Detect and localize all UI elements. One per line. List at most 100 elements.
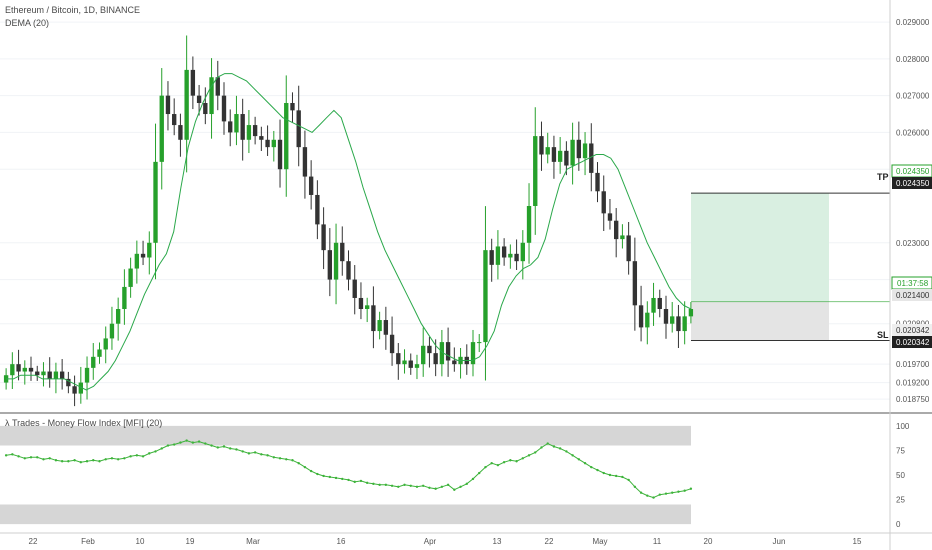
time-tick-label: Feb — [81, 537, 95, 546]
time-tick-label: Jun — [773, 537, 786, 546]
mfi-point — [48, 457, 51, 460]
mfi-point — [434, 487, 437, 490]
candle-body — [663, 309, 669, 324]
candle-body — [333, 242, 339, 280]
candle-body — [122, 286, 127, 309]
candle-body — [433, 353, 438, 365]
mfi-point — [216, 446, 219, 449]
mfi-point — [172, 443, 176, 446]
price-tick-label: 0.028000 — [896, 55, 930, 64]
candle-body — [66, 378, 71, 387]
mfi-point — [166, 444, 170, 447]
mfi-point — [397, 485, 400, 488]
candle-body — [520, 242, 525, 262]
candle-body — [557, 150, 563, 162]
mfi-bands — [0, 425, 691, 525]
candle-body — [358, 297, 364, 309]
mfi-point — [98, 460, 101, 463]
candle-body — [165, 95, 171, 115]
sl-label: SL — [877, 330, 889, 340]
candle-body — [670, 316, 675, 324]
mfi-point — [60, 460, 64, 463]
mfi-point — [652, 496, 655, 499]
mfi-point — [154, 450, 157, 453]
candle-body — [495, 246, 501, 265]
mfi-point — [658, 493, 661, 496]
candle-body — [545, 147, 550, 155]
candle-body — [539, 136, 544, 155]
candle-body — [35, 371, 40, 376]
mfi-point — [272, 456, 275, 459]
mfi-point — [353, 480, 356, 484]
candle-body — [601, 191, 606, 214]
candle-body — [178, 125, 183, 140]
mfi-point — [359, 479, 363, 483]
candle-body — [128, 268, 133, 287]
mfi-point — [671, 491, 674, 494]
candle-body — [41, 371, 46, 376]
candle-body — [632, 261, 638, 306]
mfi-point — [546, 442, 549, 445]
mfi-point — [390, 484, 394, 488]
mfi-point — [54, 459, 58, 462]
mfi-point — [639, 491, 643, 494]
candle-body — [570, 139, 575, 166]
candle-body — [290, 103, 295, 111]
candle-body — [514, 253, 519, 262]
candle-body — [302, 147, 308, 177]
candle-body — [53, 371, 59, 379]
candle-body — [408, 360, 413, 368]
mfi-point — [92, 459, 95, 462]
mfi-point — [565, 450, 568, 453]
mfi-point — [403, 483, 406, 487]
candle-body — [470, 342, 476, 365]
candle-body — [103, 338, 108, 350]
mfi-point — [73, 459, 76, 462]
candle-body — [508, 253, 513, 258]
mfi-point — [322, 474, 325, 478]
mfi-point — [471, 477, 475, 481]
mfi-point — [334, 476, 338, 480]
candle-body — [389, 334, 395, 354]
take-profit-zone[interactable] — [691, 193, 829, 302]
candle-body — [352, 279, 357, 298]
mfi-point — [328, 475, 332, 479]
mfi-point — [23, 457, 26, 460]
mfi-band — [0, 504, 691, 525]
mfi-point — [527, 454, 531, 457]
candle-body — [645, 312, 650, 328]
time-tick-label: 19 — [186, 537, 195, 546]
mfi-point — [608, 473, 612, 477]
candle-body — [607, 213, 613, 221]
mfi-point — [515, 460, 518, 463]
price-tick-label: 0.019700 — [896, 360, 930, 369]
candle-body — [427, 345, 432, 354]
mfi-point — [558, 447, 562, 450]
mfi-band — [0, 425, 691, 446]
candle-body — [576, 139, 582, 159]
candle-body — [564, 150, 569, 166]
candle-body — [421, 345, 426, 365]
mfi-point — [29, 456, 33, 459]
candle-body — [414, 364, 420, 368]
time-tick-label: Mar — [246, 537, 260, 546]
mfi-point — [583, 462, 587, 465]
mfi-point — [241, 450, 244, 453]
mfi-axis: 100 75 50 25 0 — [896, 422, 910, 529]
candle-body — [526, 206, 532, 243]
candle-body — [159, 95, 164, 162]
mfi-point — [490, 462, 493, 465]
stop-loss-zone[interactable] — [691, 301, 829, 341]
mfi-tick-label: 25 — [896, 496, 905, 505]
mfi-point — [440, 485, 444, 488]
candle-body — [396, 353, 401, 365]
mfi-point — [79, 461, 83, 464]
candle-body — [10, 364, 15, 376]
candle-body — [638, 305, 644, 328]
candle-body — [109, 323, 115, 339]
mfi-point — [646, 494, 649, 497]
tp-price-box-text: 0.024350 — [896, 179, 930, 188]
mfi-point — [11, 453, 14, 456]
